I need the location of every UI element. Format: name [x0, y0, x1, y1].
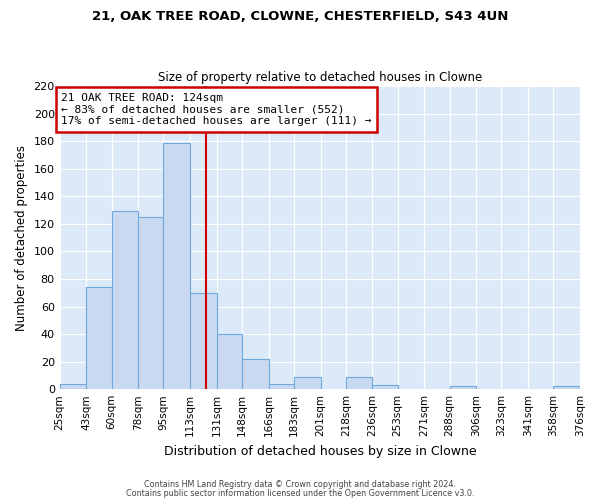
Bar: [190, 292, 217, 389]
Bar: [553, 386, 580, 389]
Bar: [112, 212, 138, 389]
Text: Contains HM Land Registry data © Crown copyright and database right 2024.: Contains HM Land Registry data © Crown c…: [144, 480, 456, 489]
Bar: [217, 334, 242, 389]
Bar: [449, 386, 476, 389]
Bar: [59, 384, 86, 389]
Bar: [242, 359, 269, 389]
Text: Contains public sector information licensed under the Open Government Licence v3: Contains public sector information licen…: [126, 488, 474, 498]
Bar: [373, 385, 398, 389]
Bar: [269, 384, 294, 389]
Text: 21, OAK TREE ROAD, CLOWNE, CHESTERFIELD, S43 4UN: 21, OAK TREE ROAD, CLOWNE, CHESTERFIELD,…: [92, 10, 508, 23]
Text: 21 OAK TREE ROAD: 124sqm
← 83% of detached houses are smaller (552)
17% of semi-: 21 OAK TREE ROAD: 124sqm ← 83% of detach…: [61, 93, 371, 126]
X-axis label: Distribution of detached houses by size in Clowne: Distribution of detached houses by size …: [164, 444, 476, 458]
Bar: [86, 287, 112, 389]
Title: Size of property relative to detached houses in Clowne: Size of property relative to detached ho…: [158, 70, 482, 84]
Bar: [346, 377, 373, 389]
Y-axis label: Number of detached properties: Number of detached properties: [15, 144, 28, 330]
Bar: [294, 377, 320, 389]
Bar: [138, 217, 163, 389]
Bar: [163, 142, 190, 389]
